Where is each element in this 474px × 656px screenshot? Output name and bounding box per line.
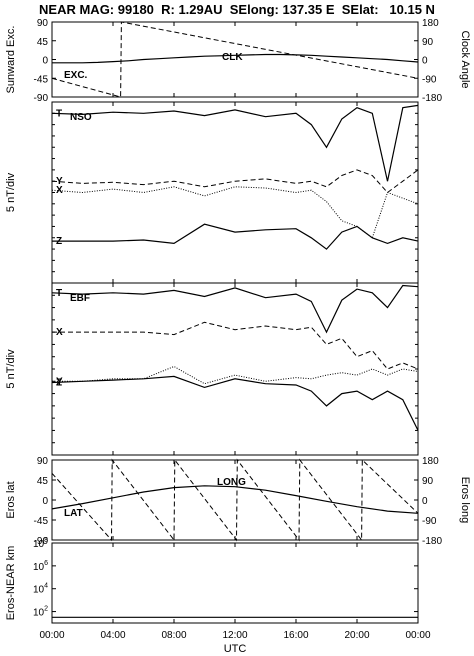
series-line-nso-Y	[51, 169, 419, 194]
series-line-ebf-Z	[51, 375, 419, 431]
y-tick-label-right: 180	[422, 456, 439, 467]
y-tick-label-right: 180	[422, 18, 439, 29]
x-axis-label: UTC	[224, 643, 247, 655]
y-tick-label-right: -180	[422, 536, 442, 547]
y-tick-label-left: 45	[37, 37, 49, 48]
y-tick-label-left: 106	[33, 560, 48, 573]
x-tick-label: 16:00	[283, 630, 308, 641]
y-axis-label-left: 5 nT/div	[5, 172, 17, 212]
y-tick-label-left: 45	[37, 476, 49, 487]
series-label-exc: EXC.	[64, 70, 88, 81]
series-line-nso-Z	[52, 223, 419, 250]
x-tick-label: 12:00	[222, 630, 247, 641]
y-axis-label-left: Eros lat	[5, 481, 17, 518]
series-line-eros-angles-LAT	[51, 485, 419, 514]
y-tick-label-right: -90	[422, 74, 437, 85]
y-tick-exponent: 4	[44, 583, 48, 590]
y-tick-label-left: -90	[34, 93, 49, 104]
y-tick-label-right: 0	[422, 56, 428, 67]
series-label-t: T	[56, 108, 62, 119]
y-tick-label-left: 90	[37, 456, 49, 467]
y-tick-exponent: 6	[44, 560, 48, 567]
y-axis-label-right: Clock Angle	[459, 30, 471, 88]
series-line-eros-angles-LONG	[51, 458, 419, 542]
y-tick-label-left: 0	[42, 56, 48, 67]
y-tick-label-right: 90	[422, 476, 434, 487]
panel-frame-nso	[51, 101, 419, 284]
panel-frame-eros-angles	[51, 459, 419, 541]
y-tick-label-left: 104	[33, 583, 48, 596]
series-line-angles-CLK	[51, 21, 419, 98]
series-label-long: LONG	[217, 477, 246, 488]
y-tick-label-left: 0	[42, 496, 48, 507]
series-line-nso-T	[51, 104, 419, 182]
series-label-x: X	[56, 185, 63, 196]
panel-frame-ebf	[51, 282, 419, 456]
y-axis-label-left: 5 nT/div	[5, 349, 17, 389]
series-label-lat: LAT	[64, 508, 83, 519]
series-line-nso-X	[51, 186, 419, 239]
y-axis-label-left: Sunward Exc.	[5, 26, 17, 94]
y-tick-label-left: -45	[34, 74, 49, 85]
panel-frame-label: NSO	[70, 112, 92, 123]
series-label-x: X	[56, 327, 63, 338]
panel-frame-label: EBF	[70, 293, 90, 304]
x-tick-label: 04:00	[100, 630, 125, 641]
series-label-clk: CLK	[222, 52, 243, 63]
series-label-y: Y	[56, 376, 63, 387]
series-line-ebf-Y	[52, 365, 419, 385]
series-label-z: Z	[56, 236, 62, 247]
series-label-z: Z	[56, 378, 62, 389]
y-axis-label-left: Eros-NEAR km	[5, 546, 17, 621]
x-tick-label: 20:00	[344, 630, 369, 641]
x-tick-label: 00:00	[405, 630, 430, 641]
series-line-angles-EXC.	[52, 53, 419, 64]
series-line-ebf-T	[51, 284, 419, 334]
y-tick-label-right: -180	[422, 93, 442, 104]
panel-frame-eros-near	[51, 542, 419, 624]
series-label-y: Y	[56, 176, 63, 187]
x-tick-label: 00:00	[39, 630, 64, 641]
y-axis-label-right: Eros long	[459, 477, 471, 523]
series-line-ebf-X	[52, 321, 419, 370]
y-tick-exponent: 8	[44, 537, 48, 544]
y-tick-label-right: -90	[422, 516, 437, 527]
chart-title: NEAR MAG: 99180 R: 1.29AU SElong: 137.35…	[39, 2, 435, 17]
y-tick-label-left: 108	[33, 537, 48, 550]
y-tick-label-right: 90	[422, 37, 434, 48]
y-tick-exponent: 2	[44, 606, 48, 613]
y-tick-label-left: 102	[33, 606, 48, 619]
y-tick-label-right: 0	[422, 496, 428, 507]
x-tick-label: 08:00	[161, 630, 186, 641]
y-tick-label-left: -45	[34, 516, 49, 527]
y-tick-label-left: 90	[37, 18, 49, 29]
y-tick-label-left: -90	[34, 536, 49, 547]
series-label-t: T	[56, 288, 62, 299]
